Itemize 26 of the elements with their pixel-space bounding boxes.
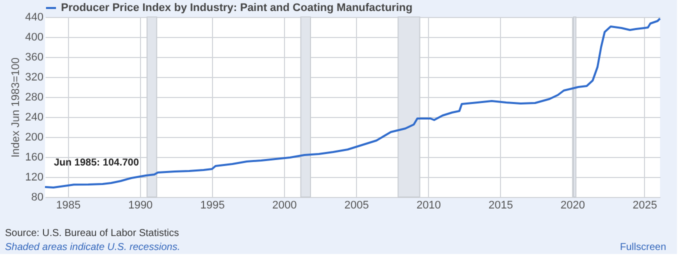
x-tick-label: 2000 bbox=[272, 200, 297, 212]
y-tick-label: 360 bbox=[25, 52, 44, 64]
y-tick-label: 440 bbox=[25, 12, 44, 24]
x-tick-label: 2025 bbox=[632, 200, 658, 212]
x-tick-label: 2005 bbox=[344, 200, 369, 212]
text: Shaded areas indicate U.S. recessions. bbox=[5, 242, 180, 253]
y-tick-label: 240 bbox=[25, 112, 44, 124]
x-tick-label: 2010 bbox=[416, 200, 441, 212]
x-tick-label: 1985 bbox=[56, 200, 81, 212]
source-note: Source: U.S. Bureau of Labor Statistics bbox=[5, 228, 179, 239]
y-tick-label: 320 bbox=[25, 72, 44, 84]
text: Producer Price Index by Industry: Paint and Coating Manufacturing bbox=[61, 2, 412, 14]
x-tick-label: 1990 bbox=[128, 200, 153, 212]
text: Fullscreen bbox=[620, 242, 666, 253]
line-series bbox=[44, 18, 661, 188]
y-tick-label: 400 bbox=[25, 32, 44, 44]
y-tick-label: 200 bbox=[25, 132, 44, 144]
y-axis-title: Index Jun 1983=100 bbox=[10, 57, 22, 158]
x-tick-label: 2020 bbox=[560, 200, 586, 212]
y-tick-label: 280 bbox=[25, 92, 44, 104]
x-tick-label: 2015 bbox=[488, 200, 513, 212]
x-tick-label: 1995 bbox=[200, 200, 225, 212]
y-tick-label: 80 bbox=[31, 192, 44, 204]
annotation: Jun 1985: 104.700 bbox=[54, 158, 140, 169]
y-tick-label: 160 bbox=[25, 152, 44, 164]
y-tick-label: 120 bbox=[25, 172, 44, 184]
